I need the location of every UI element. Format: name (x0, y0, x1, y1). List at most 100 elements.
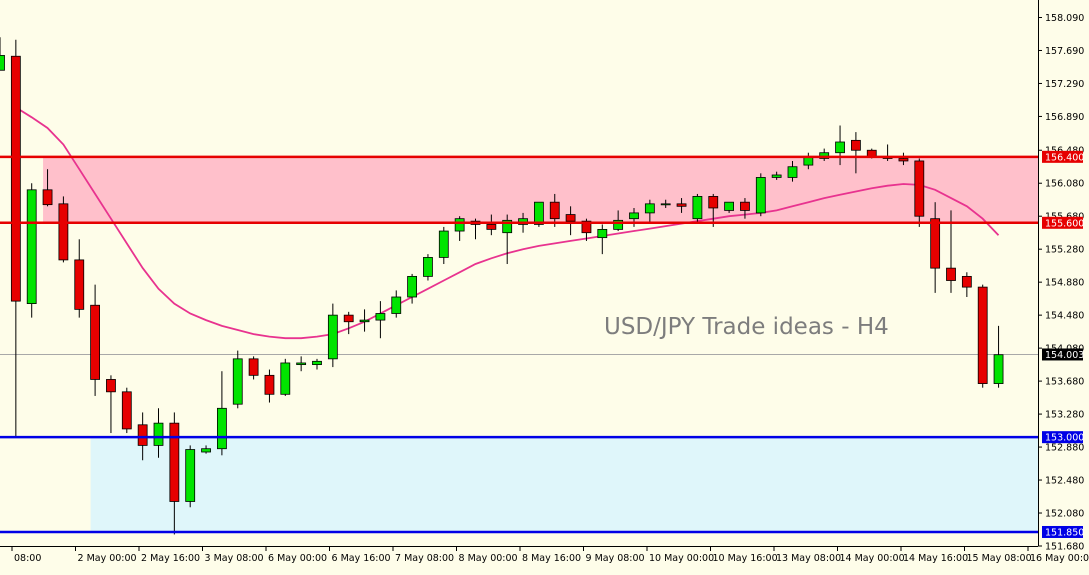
candle (312, 358, 322, 370)
support-upper-tag-label: 153.000 (1045, 433, 1084, 444)
candle-body (185, 449, 196, 502)
candle-body (106, 379, 116, 393)
time-tick-label: 13 May 08:00 (776, 553, 841, 564)
candle-body (58, 203, 69, 261)
candle-body (486, 224, 497, 230)
candle-body (359, 319, 370, 323)
support-upper-tag-box (1042, 431, 1083, 444)
candle (280, 358, 291, 396)
candle-body (438, 230, 449, 258)
candle (692, 193, 703, 223)
candle (549, 193, 560, 227)
price-tick-label: 153.680 (1045, 377, 1084, 388)
candle (296, 356, 307, 372)
price-tick-label: 151.680 (1045, 542, 1084, 553)
candle-body (153, 422, 164, 446)
candle (898, 152, 909, 166)
support-zone (90, 437, 1039, 532)
candle (407, 273, 418, 304)
candle (660, 199, 671, 208)
candle (708, 193, 719, 227)
candle (248, 356, 259, 380)
time-tick-label: 14 May 16:00 (903, 553, 968, 564)
candle-body (724, 201, 734, 211)
price-tick-label: 152.080 (1045, 509, 1084, 520)
candle-body (391, 296, 402, 314)
time-tick-label: 08:00 (14, 553, 41, 564)
zones-layer (43, 156, 1039, 532)
candle-body (787, 166, 798, 178)
candle-body (10, 55, 21, 302)
candle-body (90, 304, 100, 380)
time-tick-label: 10 May 00:00 (649, 553, 714, 564)
chart-title: USD/JPY Trade ideas - H4 (604, 314, 889, 340)
time-tick-label: 14 May 00:00 (840, 553, 905, 564)
candle (993, 325, 1004, 388)
candle-body (629, 212, 639, 220)
candle-body (565, 214, 576, 222)
candle (914, 158, 925, 227)
candle-body (375, 313, 386, 321)
candle (216, 371, 227, 456)
candle-body (740, 201, 750, 211)
price-tick-label: 156.890 (1045, 112, 1084, 123)
candle-body (264, 374, 275, 395)
candle (26, 183, 37, 318)
time-tick-label: 8 May 00:00 (459, 553, 518, 564)
candle (169, 412, 180, 535)
candle (438, 226, 449, 265)
candle (724, 201, 734, 213)
support-lower-tag-box (1042, 525, 1083, 538)
candle-body (914, 160, 925, 217)
candle-body (216, 407, 227, 450)
candle-body (201, 448, 211, 453)
time-tick-label: 6 May 00:00 (268, 553, 327, 564)
time-tick-label: 15 May 08:00 (967, 553, 1032, 564)
candle-body (946, 267, 956, 281)
candle (755, 173, 766, 217)
candles-layer (0, 37, 1004, 535)
levels-layer (0, 155, 1038, 534)
candle-body (502, 219, 513, 234)
resistance-upper-tag-label: 156.400 (1045, 152, 1084, 163)
current-price-tag-box (1042, 348, 1083, 361)
candle-body (851, 139, 861, 151)
candle-body (549, 201, 560, 220)
price-tick-label: 158.090 (1045, 13, 1084, 24)
candle (835, 125, 845, 166)
candle (10, 39, 21, 438)
candle-body (169, 422, 180, 502)
candle (232, 350, 243, 409)
candle-body (343, 314, 354, 323)
candle-body (454, 218, 465, 232)
candle (423, 254, 433, 281)
candle (327, 303, 338, 368)
time-tick-label: 2 May 16:00 (141, 553, 200, 564)
candle-body (644, 203, 655, 214)
candle (121, 387, 132, 434)
candle (787, 160, 798, 182)
candle-body (597, 228, 608, 239)
candle-body (232, 358, 243, 405)
price-tick-label: 157.690 (1045, 46, 1084, 57)
price-tick-label: 154.480 (1045, 311, 1084, 322)
candle (851, 132, 861, 174)
candle-body (248, 358, 259, 376)
candle-body (296, 362, 307, 366)
candle-body (961, 275, 972, 288)
candle (644, 199, 655, 223)
candle-body (613, 219, 624, 230)
time-tick-label: 2 May 00:00 (78, 553, 137, 564)
resistance-upper-tag-box (1042, 150, 1083, 163)
price-tick-label: 152.480 (1045, 476, 1084, 487)
price-tick-label: 152.880 (1045, 443, 1084, 454)
candle-body (930, 218, 941, 269)
candle (0, 37, 5, 71)
candle-body (755, 177, 766, 214)
candle-body (312, 360, 322, 366)
candle (185, 445, 196, 508)
resistance-lower-tag: 155.600 (1042, 216, 1084, 229)
candle (930, 202, 941, 293)
candle (58, 196, 69, 263)
